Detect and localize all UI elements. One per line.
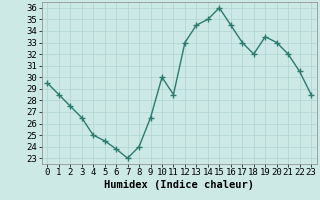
- X-axis label: Humidex (Indice chaleur): Humidex (Indice chaleur): [104, 180, 254, 190]
